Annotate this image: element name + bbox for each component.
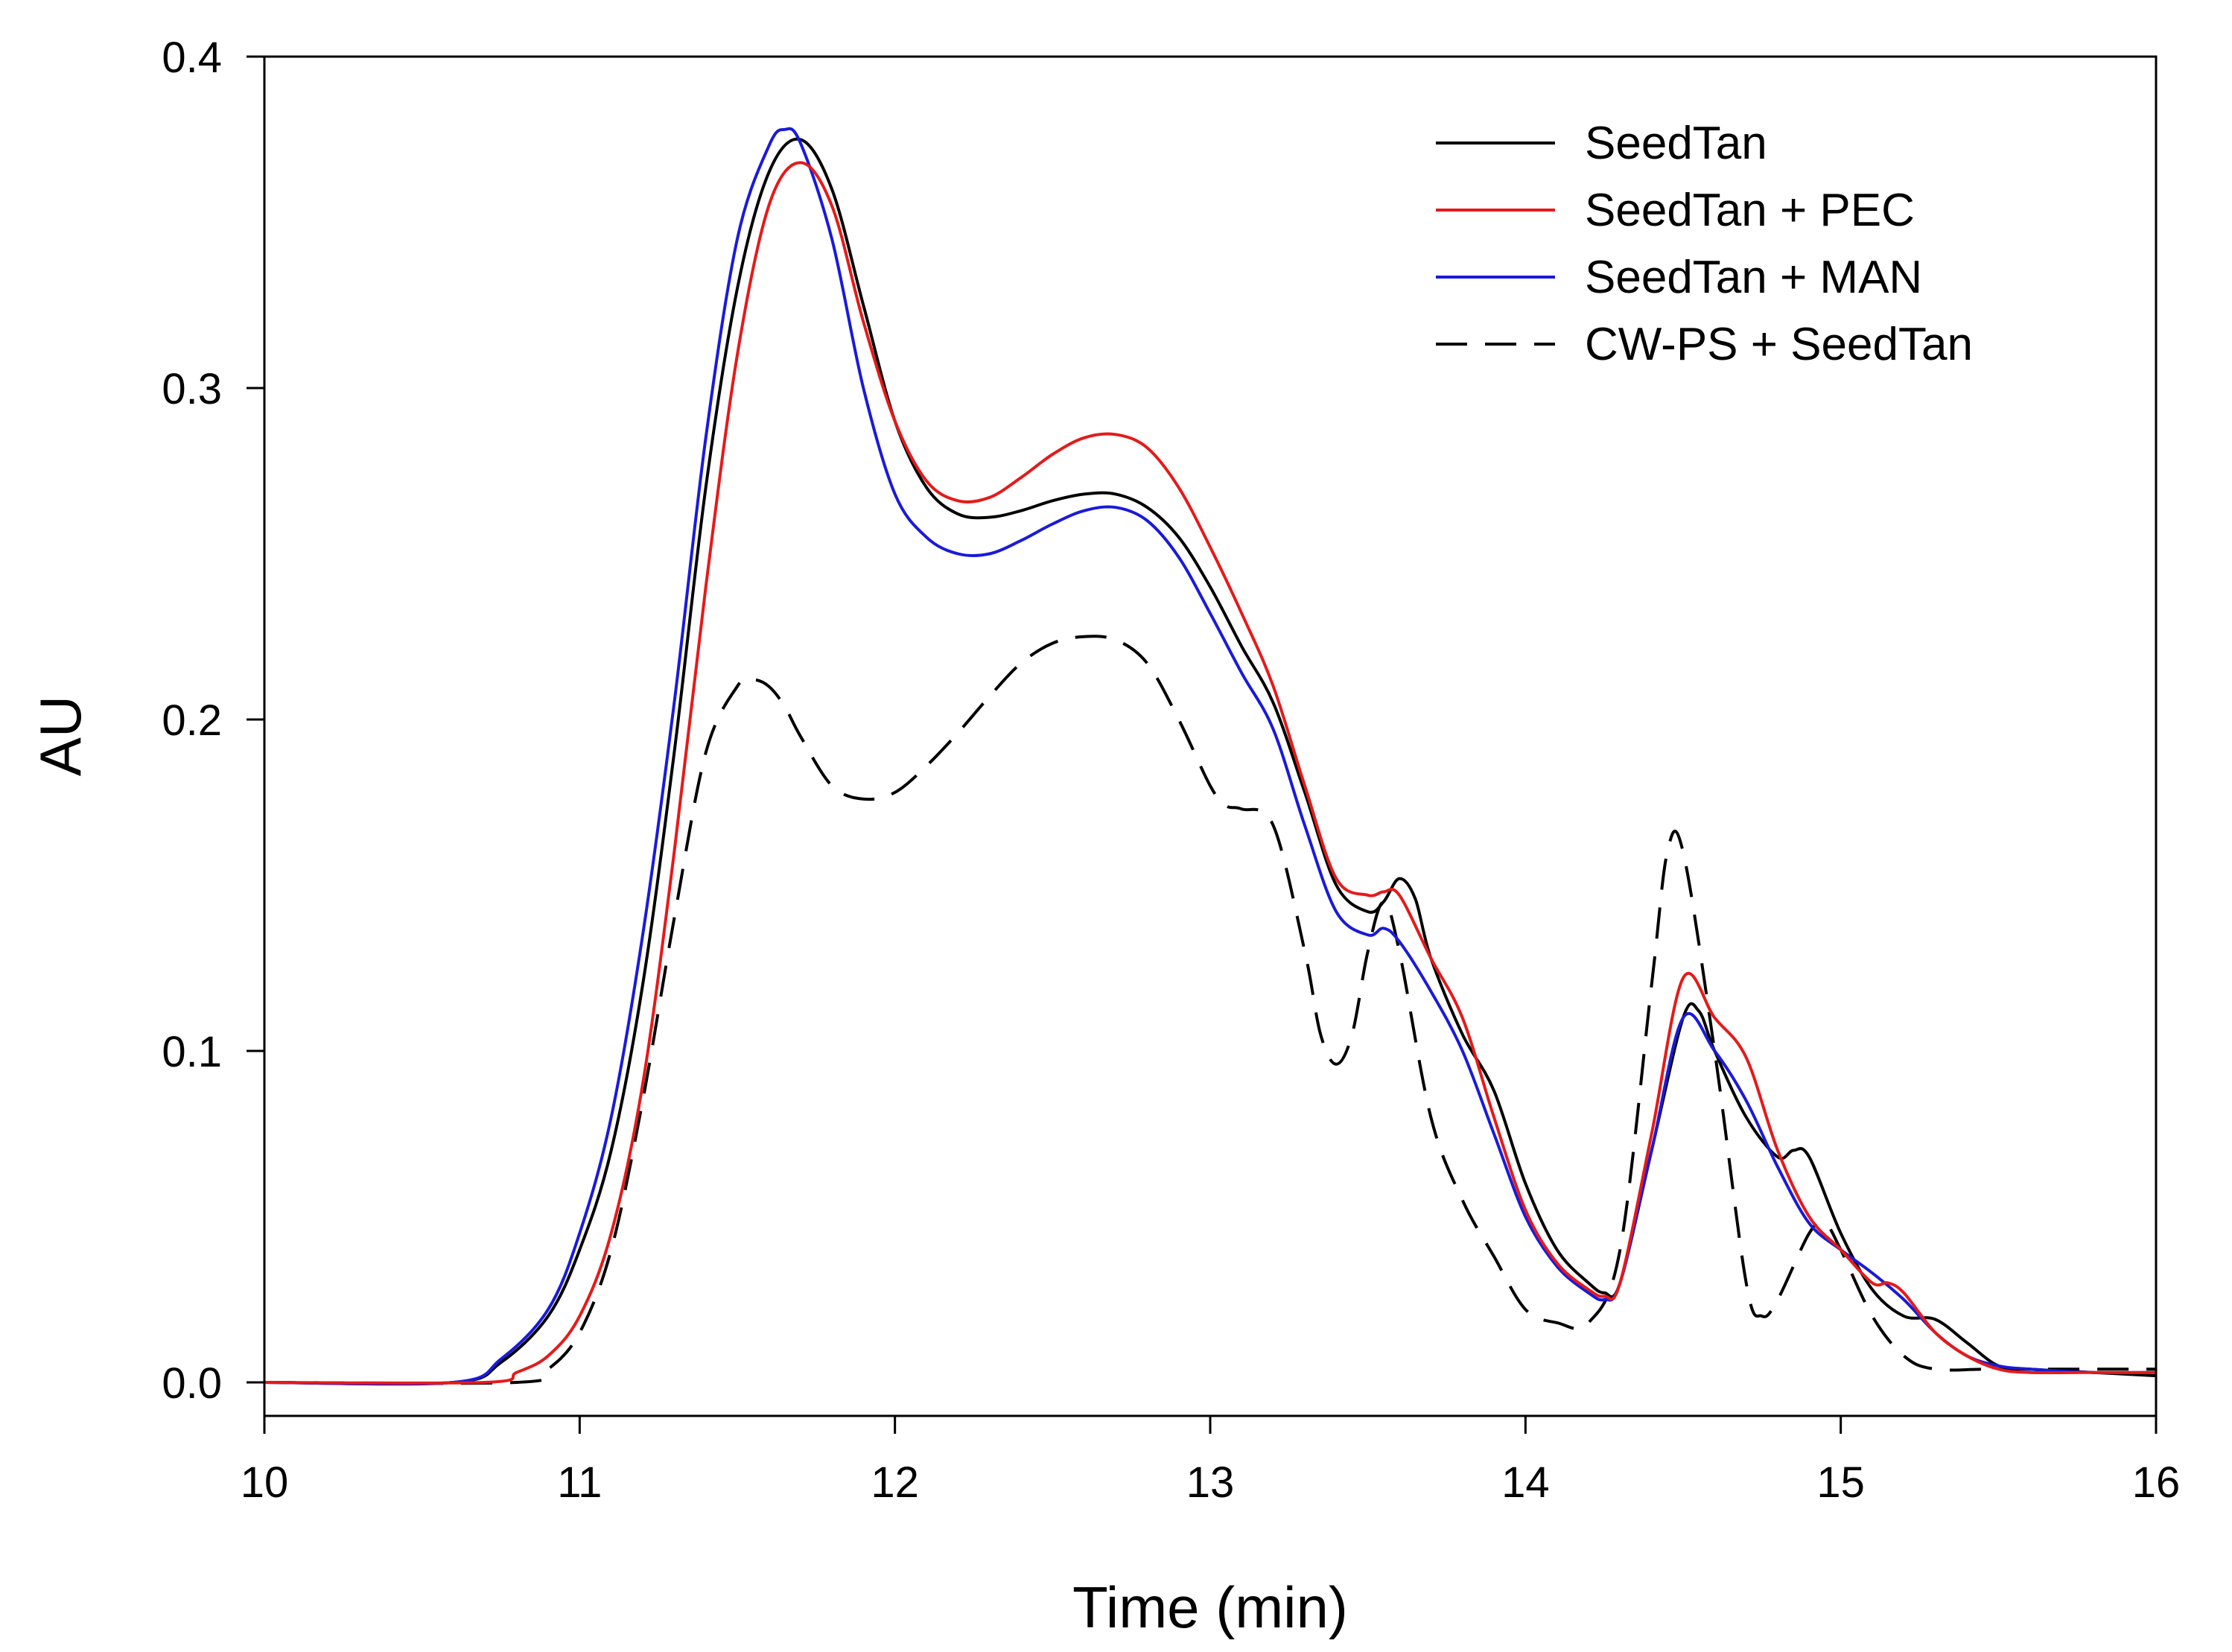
legend-label-seedtan-man: SeedTan + MAN	[1585, 252, 1922, 303]
series-line-seedtan-man	[264, 127, 2157, 1386]
y-tick-label: 0.4	[162, 34, 222, 82]
x-tick-label: 16	[2132, 1458, 2181, 1507]
legend-label-cw-ps-seedtan: CW-PS + SeedTan	[1585, 319, 1973, 370]
y-tick-label: 0.1	[162, 1028, 222, 1076]
series-line-seedtan-pec	[264, 161, 2156, 1385]
y-tick-label: 0.3	[162, 365, 222, 413]
x-tick-label: 12	[871, 1458, 919, 1507]
series-layer	[264, 127, 2157, 1386]
x-axis-title: Time (min)	[1072, 1575, 1348, 1640]
x-tick-label: 11	[557, 1458, 602, 1507]
x-tick-label: 10	[241, 1458, 289, 1507]
x-tick-label: 13	[1186, 1458, 1235, 1507]
y-tick-label: 0.2	[162, 696, 222, 745]
x-tick-label: 14	[1501, 1458, 1550, 1507]
legend: SeedTan SeedTan + PEC SeedTan + MAN CW-PS +…	[1436, 118, 1973, 370]
legend-label-seedtan: SeedTan	[1585, 118, 1767, 169]
series-line-cw-ps-seedtan	[264, 635, 2156, 1385]
x-tick-label: 15	[1816, 1458, 1865, 1507]
legend-label-seedtan-pec: SeedTan + PEC	[1585, 185, 1915, 236]
y-tick-label: 0.0	[162, 1359, 222, 1408]
series-line-seedtan	[264, 137, 2157, 1385]
y-axis-title: AU	[28, 696, 93, 776]
ticks-layer: 10 11 12 13 14 15 16 0.0 0.1 0.2 0.3 0.4	[162, 34, 2180, 1507]
